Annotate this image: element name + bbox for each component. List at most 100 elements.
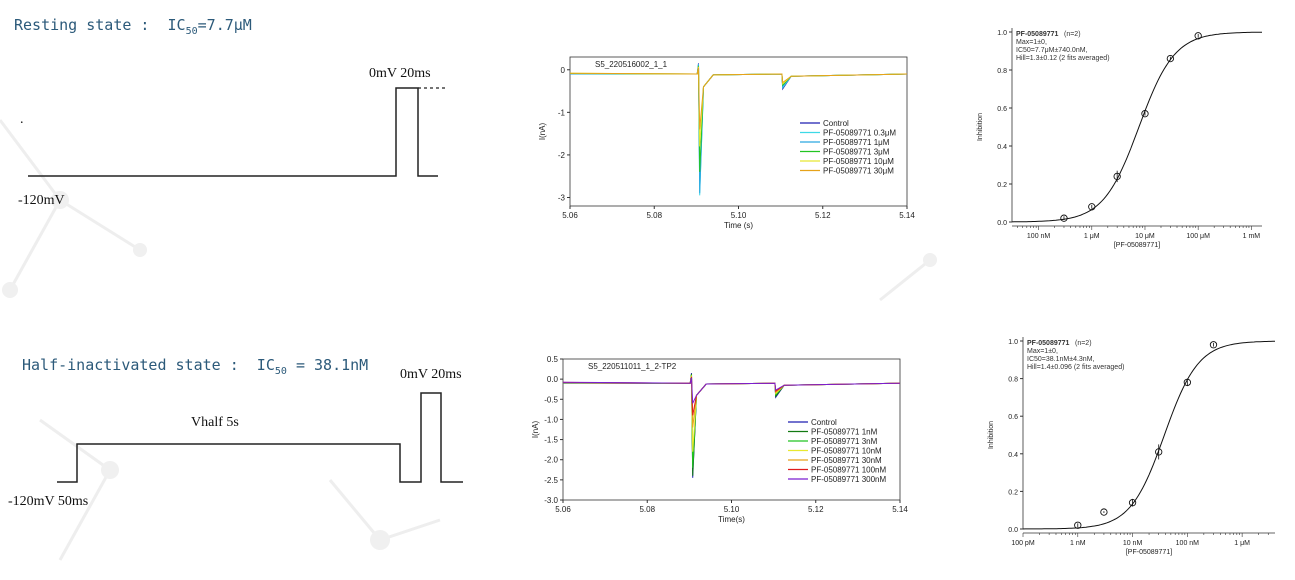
protocol-holding-label: -120mV xyxy=(18,193,65,208)
x-tick-label: 1 μM xyxy=(1234,540,1250,547)
trace-line xyxy=(569,67,908,130)
y-tick-label: 1.0 xyxy=(997,30,1007,37)
y-axis-label: I(nA) xyxy=(538,123,547,141)
data-point xyxy=(1113,172,1121,181)
trace-line xyxy=(562,377,901,404)
x-tick-label: 5.12 xyxy=(815,211,831,220)
y-tick-label: 0.6 xyxy=(997,106,1007,113)
legend-label: Control xyxy=(823,119,849,128)
y-tick-label: 0.0 xyxy=(997,220,1007,227)
x-tick-label: 100 pM xyxy=(1011,540,1035,547)
x-tick-label: 5.14 xyxy=(892,505,908,514)
dose-response-chart-resting: 0.0 0.2 0.4 0.6 0.8 1.0 100 nM 1 μM 10 μM 100 μM 1… xyxy=(977,28,1262,249)
x-axis-label: [PF-05089771] xyxy=(1114,242,1160,249)
data-point xyxy=(1183,378,1191,387)
y-tick-label: -0.5 xyxy=(544,395,558,404)
x-tick-label: 5.08 xyxy=(646,211,662,220)
protocol-diagram-half-inactivated xyxy=(57,392,463,483)
x-tick-label: 10 nM xyxy=(1123,540,1143,547)
protocol-holding-label: -120mV 50ms xyxy=(8,494,89,509)
y-tick-label: 0 xyxy=(561,66,566,75)
data-point xyxy=(1088,203,1096,211)
data-point xyxy=(1060,214,1068,222)
x-tick-label: 100 nM xyxy=(1027,233,1051,240)
annotation-hill: Hill=1.3±0.12 (2 fits averaged) xyxy=(1016,55,1110,62)
y-tick-label: 1.0 xyxy=(1008,339,1018,346)
legend-label: PF-05089771 100nM xyxy=(811,466,887,475)
annotation-compound: PF-05089771 xyxy=(1016,31,1059,38)
annotation-compound: PF-05089771 xyxy=(1027,340,1070,347)
legend-label: Control xyxy=(811,418,837,427)
x-tick-label: 5.10 xyxy=(731,211,747,220)
y-tick-label: -1 xyxy=(558,108,566,117)
annotation-hill: Hill=1.4±0.096 (2 fits averaged) xyxy=(1027,364,1124,371)
legend-label: PF-05089771 1nM xyxy=(811,428,878,437)
fit-curve xyxy=(1011,31,1262,223)
data-point xyxy=(1074,521,1082,529)
x-tick-label: 5.06 xyxy=(555,505,571,514)
x-tick-label: 10 μM xyxy=(1135,233,1155,240)
x-tick-label: 5.06 xyxy=(562,211,578,220)
y-axis-label: Inhibition xyxy=(988,421,995,449)
data-point xyxy=(1194,32,1202,40)
x-tick-label: 5.12 xyxy=(808,505,824,514)
y-tick-label: -1.5 xyxy=(544,436,558,445)
y-tick-label: -2.0 xyxy=(544,456,558,465)
state-title-resting: Resting state : IC50=7.7μM xyxy=(14,16,252,37)
data-point xyxy=(1166,54,1175,63)
annotation-max: Max=1±0, xyxy=(1016,39,1047,46)
protocol-step-label: 0mV 20ms xyxy=(369,66,431,81)
data-point xyxy=(1141,110,1149,118)
data-point xyxy=(1128,499,1137,507)
protocol-step-label: 0mV 20ms xyxy=(400,367,462,382)
y-tick-label: 0.0 xyxy=(1008,527,1018,534)
annotation-n: (n=2) xyxy=(1064,31,1081,38)
y-tick-label: 0.4 xyxy=(1008,452,1018,459)
x-tick-label: 1 nM xyxy=(1070,540,1086,547)
legend-label: PF-05089771 0.3μM xyxy=(823,129,896,138)
y-tick-label: 0.2 xyxy=(1008,489,1018,496)
x-tick-label: 1 μM xyxy=(1084,233,1100,240)
x-axis-label: Time (s) xyxy=(724,221,753,230)
legend-label: PF-05089771 10μM xyxy=(823,157,894,166)
protocol-diagram-resting xyxy=(28,87,445,177)
x-tick-label: 100 nM xyxy=(1176,540,1200,547)
chart-title: S5_220511011_1_2-TP2 xyxy=(588,362,677,371)
legend-label: PF-05089771 3μM xyxy=(823,148,890,157)
y-tick-label: 0.5 xyxy=(547,355,559,364)
state-title-half-inactivated: Half-inactivated state : IC50 = 38.1nM xyxy=(22,356,369,377)
chart-title: S5_220516002_1_1 xyxy=(595,60,668,69)
x-tick-label: 5.14 xyxy=(899,211,915,220)
dose-response-chart-half-inactivated: 0.0 0.2 0.4 0.6 0.8 1.0 100 pM 1 nM 10 nM 100 nM 1… xyxy=(988,337,1275,556)
annotation-n: (n=2) xyxy=(1075,340,1092,347)
y-tick-label: -3.0 xyxy=(544,496,558,505)
y-axis-label: Inhibition xyxy=(977,113,984,141)
y-tick-label: 0.6 xyxy=(1008,414,1018,421)
x-tick-label: 5.08 xyxy=(639,505,655,514)
y-tick-label: -2 xyxy=(558,151,566,160)
annotation-ic50: IC50=7.7μM±740.0nM, xyxy=(1016,47,1088,54)
annotation-max: Max=1±0, xyxy=(1027,348,1058,355)
legend-label: PF-05089771 30μM xyxy=(823,167,894,176)
data-point xyxy=(1155,448,1163,456)
data-point xyxy=(1100,508,1108,516)
y-tick-label: 0.4 xyxy=(997,144,1007,151)
protocol-waveform xyxy=(28,87,438,177)
y-tick-label: -3 xyxy=(558,193,566,202)
legend-label: PF-05089771 1μM xyxy=(823,138,890,147)
protocol-waveform xyxy=(57,392,463,483)
legend-label: PF-05089771 300nM xyxy=(811,475,887,484)
y-tick-label: 0.8 xyxy=(1008,377,1018,384)
protocol-dot: . xyxy=(20,112,24,127)
y-axis-label: I(nA) xyxy=(531,421,540,439)
legend-label: PF-05089771 3nM xyxy=(811,437,878,446)
y-tick-label: -2.5 xyxy=(544,476,558,485)
x-axis-label: Time(s) xyxy=(718,515,745,524)
data-point xyxy=(1209,341,1218,349)
annotation-ic50: IC50=38.1nM±4.3nM, xyxy=(1027,356,1095,363)
legend-label: PF-05089771 10nM xyxy=(811,447,882,456)
protocol-vhalf-label: Vhalf 5s xyxy=(191,415,239,430)
current-trace-chart-resting: 5.06 5.08 5.10 5.12 5.14 0 -1 -2 -3 Time (s) I(nA)… xyxy=(538,56,915,230)
y-tick-label: 0.0 xyxy=(547,375,559,384)
